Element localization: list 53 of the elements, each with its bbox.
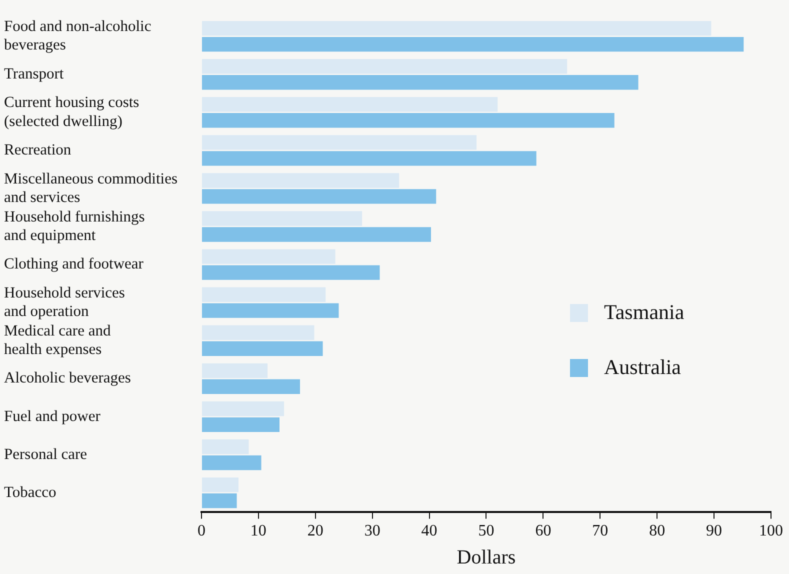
x-tick-label: 60 — [535, 522, 552, 540]
y-tick-label: Tobacco — [4, 484, 57, 501]
bar — [202, 287, 326, 302]
x-tick-label: 0 — [197, 522, 206, 540]
y-tick-label: Transport — [4, 65, 64, 82]
y-tick-label: Recreation — [4, 142, 72, 159]
bar — [202, 455, 262, 470]
bar — [202, 151, 536, 166]
y-tick-label: Miscellaneous commodities and services — [4, 170, 178, 206]
y-tick-label: Food and non-alcoholic beverages — [4, 18, 152, 54]
bar — [202, 249, 336, 264]
y-tick-label: Clothing and footwear — [4, 256, 144, 273]
x-tick-label: 30 — [364, 522, 380, 540]
x-tick-label: 20 — [307, 522, 324, 540]
bar — [202, 189, 436, 204]
bar — [202, 401, 284, 416]
y-tick-label: Current housing costs (selected dwelling) — [4, 94, 140, 130]
bar — [202, 341, 323, 356]
legend-label: Tasmania — [604, 300, 684, 325]
bar — [202, 265, 380, 280]
legend-label: Australia — [604, 355, 681, 380]
x-tick-label: 70 — [592, 522, 608, 540]
y-tick-label: Fuel and power — [4, 408, 102, 425]
bar — [202, 20, 712, 36]
x-tick-label: 90 — [706, 522, 722, 540]
bar — [202, 439, 249, 454]
bar — [202, 36, 744, 52]
bar — [202, 379, 300, 394]
bar — [202, 227, 431, 242]
x-tick-label: 80 — [649, 522, 666, 540]
bar — [202, 135, 477, 150]
bar — [202, 363, 268, 378]
x-tick-label: 100 — [759, 522, 783, 540]
y-tick-label: Alcoholic beverages — [4, 370, 131, 387]
bar — [202, 97, 498, 112]
bar — [202, 477, 238, 492]
bar — [202, 74, 638, 90]
bar — [202, 303, 339, 318]
bar — [202, 59, 568, 74]
bar — [202, 173, 400, 188]
x-tick-label: 10 — [250, 522, 266, 540]
x-axis-title: Dollars — [456, 546, 516, 568]
bar — [202, 417, 280, 432]
y-tick-label: Personal care — [4, 446, 88, 463]
x-tick-label: 40 — [421, 522, 438, 540]
bar — [202, 325, 314, 340]
x-tick-label: 50 — [478, 522, 494, 540]
bar — [202, 493, 237, 508]
y-tick-label: Medical care and health expenses — [4, 322, 111, 358]
bar — [202, 113, 614, 128]
bar — [202, 211, 362, 226]
y-tick-label: Household furnishings and equipment — [4, 208, 145, 244]
y-tick-label: Household services and operation — [4, 284, 125, 320]
